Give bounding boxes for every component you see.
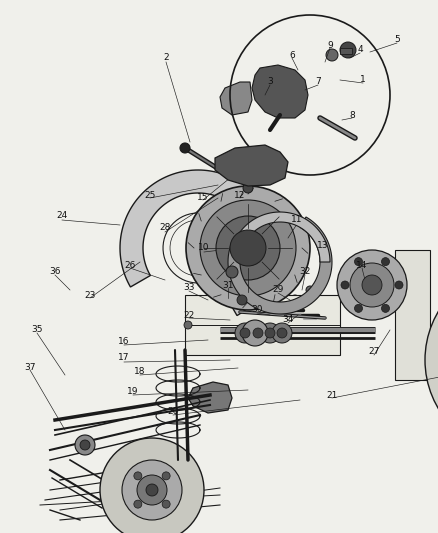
Circle shape xyxy=(326,49,338,61)
Circle shape xyxy=(226,266,238,278)
Circle shape xyxy=(100,438,204,533)
Circle shape xyxy=(362,275,382,295)
Bar xyxy=(340,48,352,54)
Text: 25: 25 xyxy=(144,190,155,199)
Text: 4: 4 xyxy=(357,45,363,54)
Text: 9: 9 xyxy=(327,41,333,50)
Circle shape xyxy=(243,183,253,193)
Text: 23: 23 xyxy=(84,290,95,300)
Polygon shape xyxy=(215,145,288,186)
Circle shape xyxy=(80,440,90,450)
Circle shape xyxy=(253,328,263,338)
Circle shape xyxy=(341,281,349,289)
Polygon shape xyxy=(233,212,330,262)
Circle shape xyxy=(265,328,275,338)
Circle shape xyxy=(134,472,142,480)
Circle shape xyxy=(306,286,314,294)
Circle shape xyxy=(240,328,250,338)
Circle shape xyxy=(354,304,363,312)
Circle shape xyxy=(242,320,268,346)
Circle shape xyxy=(146,484,158,496)
Text: 3: 3 xyxy=(267,77,273,86)
Text: 20: 20 xyxy=(167,408,179,416)
Circle shape xyxy=(425,265,438,455)
Text: 35: 35 xyxy=(31,326,43,335)
Circle shape xyxy=(381,304,389,312)
Text: 1: 1 xyxy=(360,76,366,85)
Circle shape xyxy=(134,500,142,508)
Text: 2: 2 xyxy=(163,53,169,62)
Text: 30: 30 xyxy=(251,305,263,314)
Text: 14: 14 xyxy=(356,261,367,270)
Circle shape xyxy=(277,328,287,338)
Text: 37: 37 xyxy=(24,364,36,373)
Circle shape xyxy=(162,472,170,480)
Polygon shape xyxy=(228,217,332,314)
Text: 29: 29 xyxy=(272,286,284,295)
Circle shape xyxy=(216,216,280,280)
Polygon shape xyxy=(395,250,430,380)
Text: 28: 28 xyxy=(159,223,171,232)
Text: 13: 13 xyxy=(317,240,329,249)
Circle shape xyxy=(337,250,407,320)
Text: 31: 31 xyxy=(222,280,234,289)
Text: 5: 5 xyxy=(394,36,400,44)
Circle shape xyxy=(235,323,255,343)
Circle shape xyxy=(290,295,300,305)
Text: 6: 6 xyxy=(289,51,295,60)
Text: 19: 19 xyxy=(127,387,139,397)
Text: 24: 24 xyxy=(57,211,67,220)
Text: 12: 12 xyxy=(234,190,246,199)
Circle shape xyxy=(200,200,296,296)
Text: 10: 10 xyxy=(198,244,210,253)
Polygon shape xyxy=(120,170,276,316)
Text: 18: 18 xyxy=(134,367,146,376)
Text: 17: 17 xyxy=(118,353,130,362)
Circle shape xyxy=(122,460,182,520)
Polygon shape xyxy=(213,290,248,310)
Circle shape xyxy=(180,143,190,153)
Text: 34: 34 xyxy=(283,316,294,325)
Circle shape xyxy=(354,257,363,265)
Text: 27: 27 xyxy=(368,348,380,357)
Text: 15: 15 xyxy=(197,192,209,201)
Circle shape xyxy=(184,321,192,329)
Circle shape xyxy=(260,323,280,343)
Circle shape xyxy=(162,500,170,508)
Circle shape xyxy=(381,257,389,265)
Circle shape xyxy=(186,186,310,310)
Circle shape xyxy=(237,295,247,305)
Text: 11: 11 xyxy=(291,215,303,224)
Text: 7: 7 xyxy=(315,77,321,86)
Circle shape xyxy=(340,42,356,58)
Bar xyxy=(185,295,340,355)
Text: 16: 16 xyxy=(118,337,130,346)
Text: 8: 8 xyxy=(349,110,355,119)
Text: 33: 33 xyxy=(183,284,195,293)
Polygon shape xyxy=(220,82,252,115)
Circle shape xyxy=(137,475,167,505)
Text: 22: 22 xyxy=(184,311,194,319)
Circle shape xyxy=(272,323,292,343)
Text: 36: 36 xyxy=(49,268,61,277)
Polygon shape xyxy=(188,382,232,413)
Polygon shape xyxy=(252,65,308,118)
Text: 32: 32 xyxy=(299,268,311,277)
Circle shape xyxy=(248,323,268,343)
Circle shape xyxy=(75,435,95,455)
Circle shape xyxy=(230,230,266,266)
Circle shape xyxy=(350,263,394,307)
Text: 21: 21 xyxy=(326,391,338,400)
Circle shape xyxy=(395,281,403,289)
Text: 26: 26 xyxy=(124,261,136,270)
